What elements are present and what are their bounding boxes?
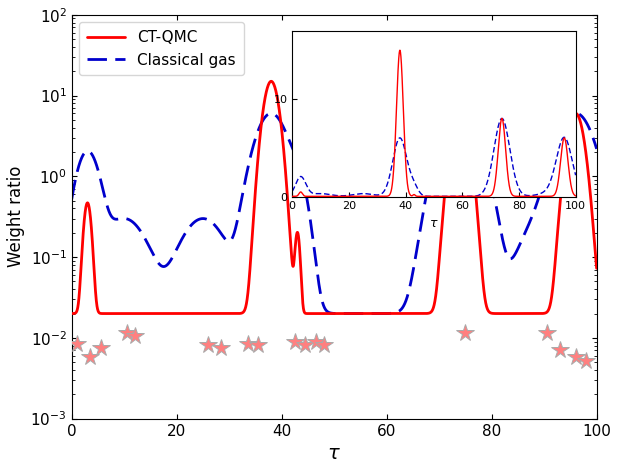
CT-QMC [70,311,78,316]
Classical gas [457,101,464,106]
Classical gas [70,183,78,189]
Classical gas [357,311,364,316]
Line: CT-QMC: CT-QMC [72,81,596,313]
CT-QMC [593,266,600,271]
Classical gas [99,188,107,193]
CT-QMC [90,257,97,262]
Classical gas [171,251,179,256]
CT-QMC [565,127,573,133]
Legend: CT-QMC, Classical gas: CT-QMC, Classical gas [79,23,243,75]
Line: Classical gas: Classical gas [72,103,596,313]
CT-QMC [112,311,119,316]
Classical gas [68,196,75,202]
Classical gas [324,309,332,315]
CT-QMC [268,78,275,84]
Classical gas [593,146,600,152]
Classical gas [90,154,97,160]
CT-QMC [324,311,332,316]
X-axis label: $\tau$: $\tau$ [328,444,341,463]
CT-QMC [68,311,75,316]
Classical gas [565,113,573,119]
CT-QMC [99,311,107,316]
Y-axis label: Weight ratio: Weight ratio [7,166,25,267]
CT-QMC [171,311,179,316]
